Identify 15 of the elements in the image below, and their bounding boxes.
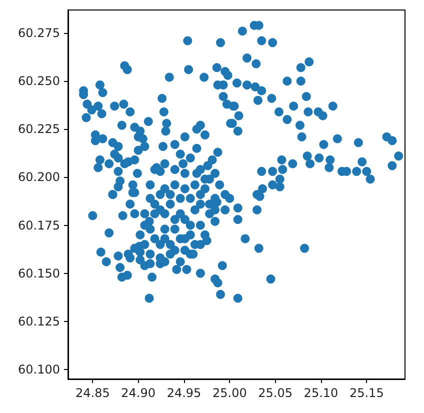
y-tick-label: 60.275	[18, 26, 60, 40]
x-tick-label: 25.05	[258, 386, 292, 400]
x-tick-label: 24.85	[75, 386, 110, 400]
y-tick-label: 60.125	[18, 314, 60, 328]
y-tick-label: 60.200	[18, 170, 60, 184]
x-tick-label: 24.95	[166, 386, 202, 400]
y-tick-label: 60.100	[18, 362, 60, 376]
x-tick-label: 25.15	[349, 386, 384, 400]
x-tick-label: 24.90	[121, 386, 156, 400]
y-tick-label: 60.225	[18, 122, 60, 136]
y-tick-label: 60.250	[18, 74, 60, 88]
y-tick-label: 60.175	[18, 218, 60, 232]
y-tick-label: 60.150	[18, 266, 60, 280]
x-tick-label: 25.00	[212, 386, 247, 400]
x-tick-label: 25.10	[304, 386, 338, 400]
